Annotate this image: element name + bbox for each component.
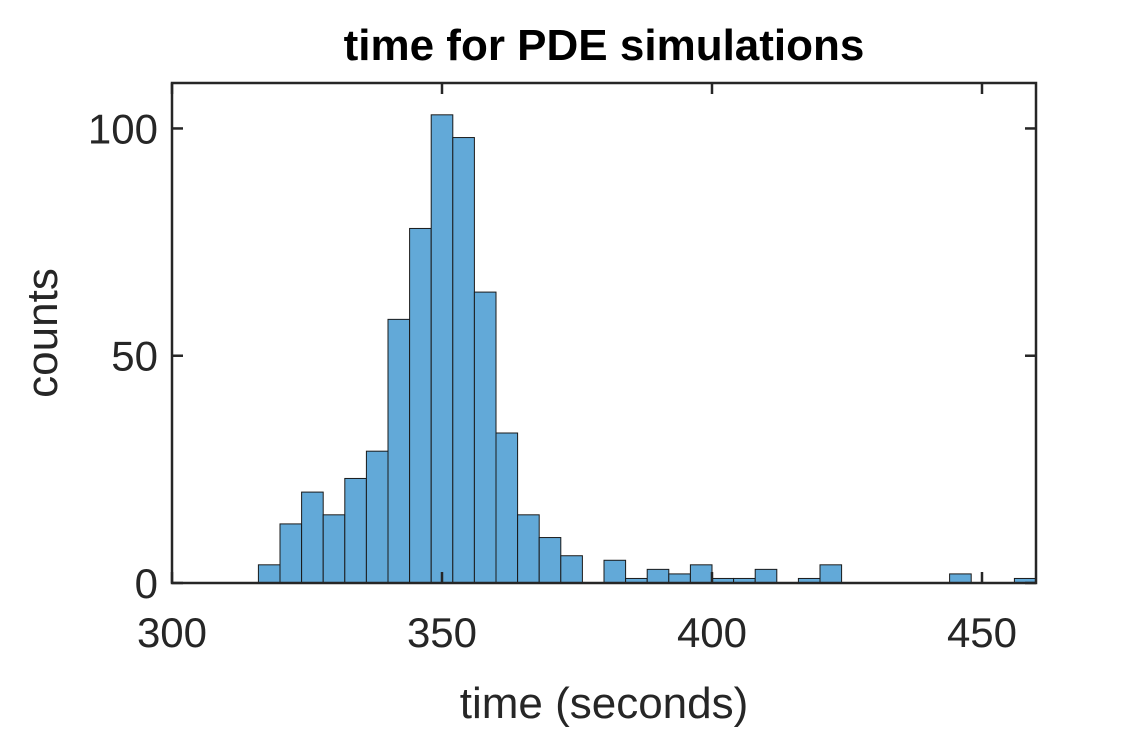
histogram-bar [560, 555, 583, 584]
histogram-bar [452, 137, 475, 584]
x-axis-label: time (seconds) [460, 679, 749, 728]
histogram-bar [344, 477, 367, 584]
tick-labels-group: 300 350 400 450 0 50 100 [88, 105, 1017, 656]
histogram-bar [365, 450, 389, 584]
bars-group [257, 114, 1037, 584]
x-tick-label: 400 [677, 609, 747, 656]
x-tick-label: 450 [947, 609, 1017, 656]
histogram-bar [301, 491, 324, 584]
histogram-bar [668, 573, 691, 584]
plot-frame [170, 81, 1038, 585]
histogram-bar [538, 537, 562, 584]
histogram-bar [646, 568, 670, 584]
histogram-bar [689, 564, 713, 584]
chart-title: time for PDE simulations [344, 21, 865, 70]
histogram-bar [473, 291, 497, 584]
histogram-bar [387, 318, 411, 584]
histogram-bar [257, 564, 281, 584]
histogram-bar [819, 564, 843, 584]
y-axis-label: counts [18, 268, 67, 398]
histogram-bar [430, 114, 454, 584]
histogram-bar [409, 227, 432, 584]
x-tick-label: 300 [137, 609, 207, 656]
y-tick-label: 100 [88, 105, 158, 152]
histogram-bar [517, 514, 540, 584]
histogram-bar [279, 523, 303, 584]
histogram-bar [603, 559, 627, 584]
x-tick-label: 350 [407, 609, 477, 656]
y-tick-label: 50 [111, 333, 158, 380]
histogram-bar [495, 432, 519, 584]
histogram-bar [754, 568, 778, 584]
y-tick-label: 0 [135, 560, 158, 607]
histogram-bar [949, 573, 972, 584]
histogram-bar [322, 514, 346, 584]
